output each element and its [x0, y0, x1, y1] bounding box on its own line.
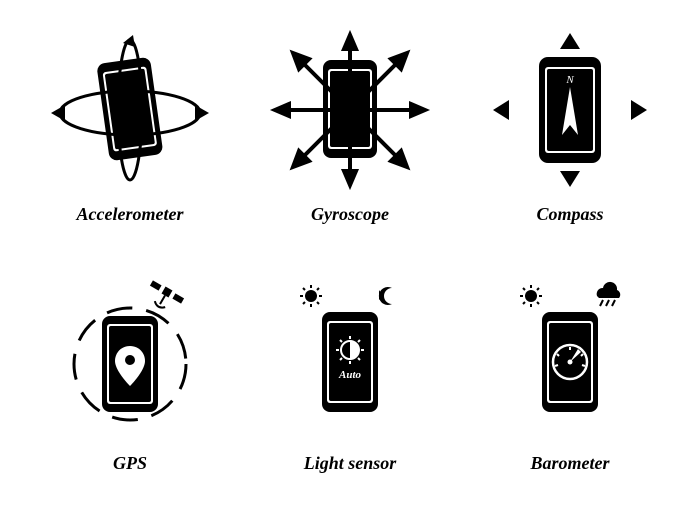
cell-gyroscope: Gyroscope — [250, 20, 450, 259]
gps-icon — [40, 269, 220, 449]
gyroscope-icon — [260, 20, 440, 200]
gps-label: GPS — [113, 453, 147, 474]
cell-accelerometer: Accelerometer — [30, 20, 230, 259]
gyroscope-label: Gyroscope — [311, 204, 389, 225]
compass-icon: N — [480, 20, 660, 200]
barometer-icon — [480, 269, 660, 449]
cell-gps: GPS — [30, 269, 230, 508]
accelerometer-label: Accelerometer — [77, 204, 184, 225]
light-auto-text: Auto — [338, 369, 362, 381]
light-sensor-icon: Auto — [260, 269, 440, 449]
sensor-grid: Accelerometer — [0, 0, 700, 527]
cell-compass: N Compass — [470, 20, 670, 259]
accelerometer-icon — [40, 20, 220, 200]
cell-light: Auto Light sensor — [250, 269, 450, 508]
light-label: Light sensor — [304, 453, 397, 474]
compass-n-text: N — [565, 74, 574, 86]
cell-barometer: Barometer — [470, 269, 670, 508]
barometer-label: Barometer — [531, 453, 610, 474]
compass-label: Compass — [536, 204, 603, 225]
